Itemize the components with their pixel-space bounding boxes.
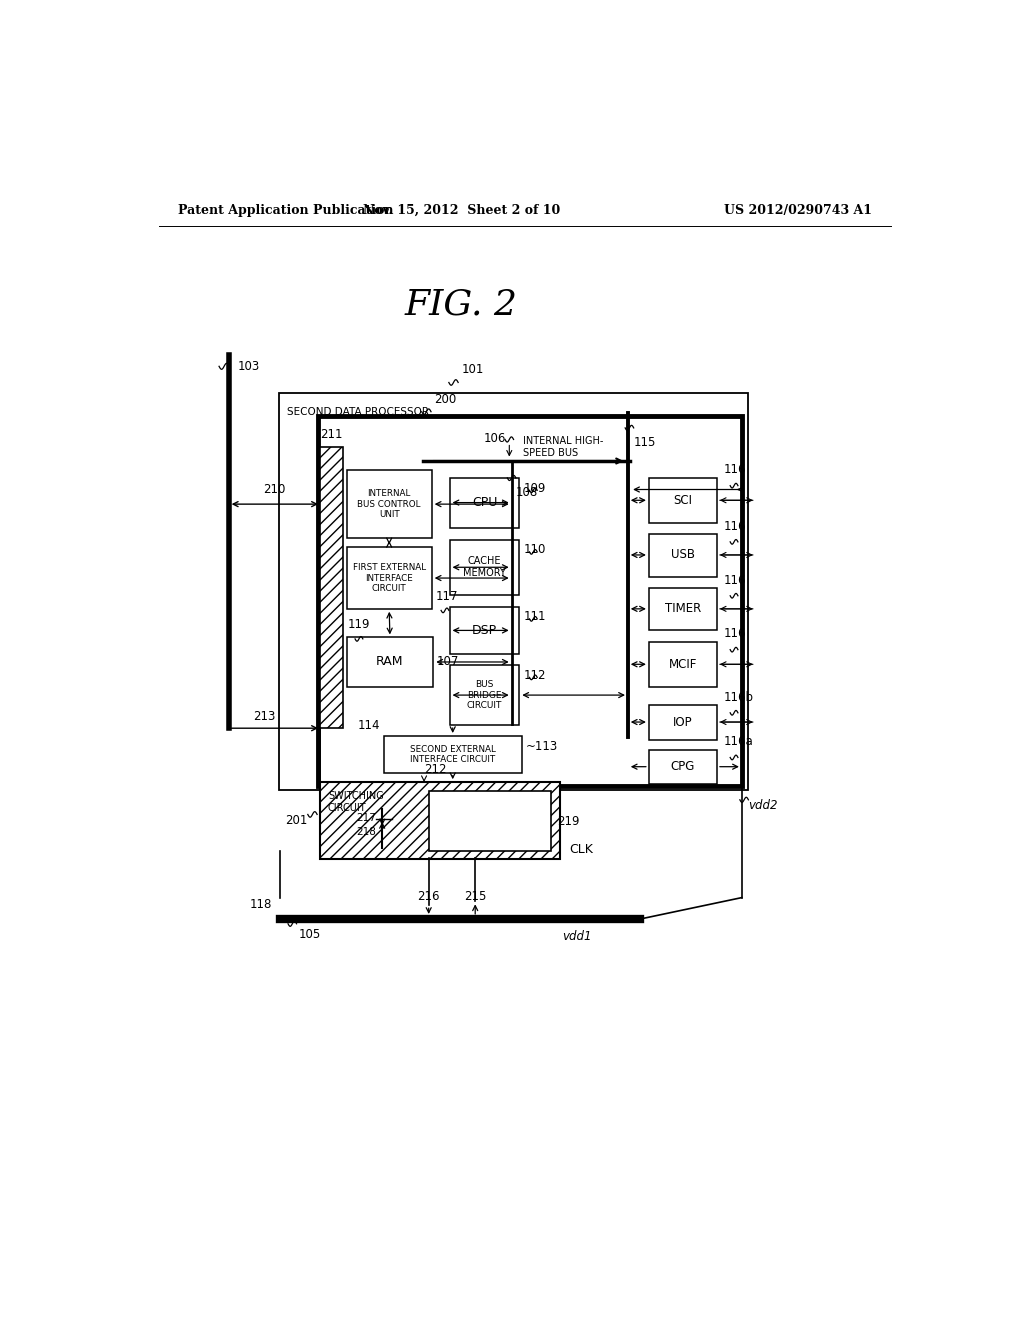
Text: 116: 116 — [723, 520, 745, 533]
Text: 219: 219 — [557, 814, 580, 828]
Bar — [649, 535, 717, 577]
Bar — [346, 638, 433, 688]
Text: CACHE
MEMORY: CACHE MEMORY — [463, 557, 506, 578]
Text: FIRST EXTERNAL
INTERFACE
CIRCUIT: FIRST EXTERNAL INTERFACE CIRCUIT — [352, 564, 426, 593]
Text: US 2012/0290743 A1: US 2012/0290743 A1 — [724, 205, 872, 218]
Text: 109: 109 — [523, 482, 546, 495]
Text: SWITCHING
CIRCUIT: SWITCHING CIRCUIT — [328, 792, 384, 813]
Bar — [280, 393, 748, 789]
Text: Nov. 15, 2012  Sheet 2 of 10: Nov. 15, 2012 Sheet 2 of 10 — [362, 205, 560, 218]
Text: SCI: SCI — [674, 494, 692, 507]
Text: 118: 118 — [250, 898, 272, 911]
Bar — [317, 416, 741, 785]
Text: 116: 116 — [723, 573, 745, 586]
Text: 201: 201 — [286, 814, 308, 828]
Bar — [346, 470, 432, 539]
Text: 213: 213 — [253, 710, 275, 723]
Text: 200: 200 — [434, 392, 457, 405]
Text: SECOND DATA PROCESSOR: SECOND DATA PROCESSOR — [287, 407, 429, 417]
Text: FIG. 2: FIG. 2 — [404, 288, 518, 322]
Text: SECOND EXTERNAL
INTERFACE CIRCUIT: SECOND EXTERNAL INTERFACE CIRCUIT — [410, 744, 496, 764]
Text: 103: 103 — [238, 360, 260, 374]
Text: TIMER: TIMER — [665, 602, 701, 615]
Bar — [649, 589, 717, 631]
Bar — [649, 478, 717, 523]
Bar — [450, 540, 519, 595]
Text: 105: 105 — [299, 928, 321, 941]
Text: 115: 115 — [634, 436, 656, 449]
Bar — [346, 548, 432, 609]
Text: 212: 212 — [424, 763, 446, 776]
Text: ~113: ~113 — [525, 739, 558, 752]
Bar — [649, 750, 717, 784]
Text: 218: 218 — [356, 828, 376, 837]
Bar — [384, 737, 521, 774]
Text: 116: 116 — [723, 463, 745, 477]
Text: vdd1: vdd1 — [562, 929, 592, 942]
Bar — [321, 447, 343, 729]
Text: vdd2: vdd2 — [748, 799, 777, 812]
Text: CLK: CLK — [569, 843, 594, 857]
Bar — [450, 607, 519, 655]
Bar — [649, 642, 717, 686]
Bar — [450, 478, 519, 528]
Text: 111: 111 — [523, 610, 546, 623]
Bar — [649, 705, 717, 739]
Text: 110: 110 — [523, 544, 546, 557]
Text: 211: 211 — [321, 428, 343, 441]
Text: CPU: CPU — [472, 496, 498, 510]
Text: 107: 107 — [436, 656, 459, 668]
Text: 106: 106 — [483, 432, 506, 445]
Bar — [429, 792, 551, 851]
Text: Patent Application Publication: Patent Application Publication — [178, 205, 394, 218]
Text: CPG: CPG — [671, 760, 695, 774]
Bar — [450, 665, 519, 725]
Text: BUS
BRIDGE
CIRCUIT: BUS BRIDGE CIRCUIT — [467, 680, 502, 710]
Text: 119: 119 — [348, 618, 371, 631]
Text: INTERNAL HIGH-
SPEED BUS: INTERNAL HIGH- SPEED BUS — [523, 437, 603, 458]
Text: MCIF: MCIF — [669, 657, 697, 671]
Text: 210: 210 — [263, 483, 286, 496]
Text: INTERNAL
BUS CONTROL
UNIT: INTERNAL BUS CONTROL UNIT — [357, 490, 421, 519]
Text: 116a: 116a — [723, 735, 753, 748]
Text: 116b: 116b — [723, 690, 754, 704]
Text: USB: USB — [671, 548, 695, 561]
Text: 114: 114 — [357, 719, 380, 733]
Text: 215: 215 — [464, 890, 486, 903]
Text: 108: 108 — [515, 486, 538, 499]
Text: 101: 101 — [461, 363, 483, 376]
Bar — [321, 781, 560, 859]
Text: 216: 216 — [418, 890, 440, 903]
Text: DSP: DSP — [472, 624, 497, 638]
Text: IOP: IOP — [673, 715, 692, 729]
Text: 112: 112 — [523, 669, 546, 682]
Text: RAM: RAM — [376, 656, 403, 668]
Text: 217: 217 — [356, 813, 376, 824]
Text: 116: 116 — [723, 627, 745, 640]
Text: 117: 117 — [435, 590, 458, 603]
